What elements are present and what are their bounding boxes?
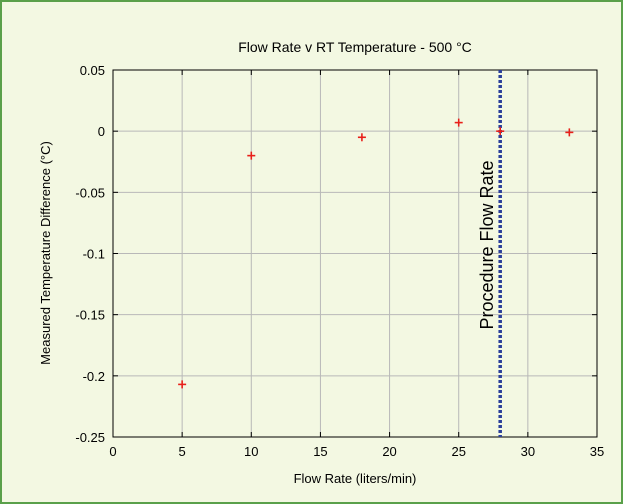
data-point xyxy=(454,118,463,127)
y-tick-label: -0.2 xyxy=(83,369,105,384)
y-tick-label: -0.1 xyxy=(83,247,105,262)
data-points xyxy=(178,118,574,389)
data-point xyxy=(496,127,505,136)
data-point xyxy=(565,128,574,137)
data-point xyxy=(178,380,187,389)
procedure-flow-rate-label: Procedure Flow Rate xyxy=(477,160,497,329)
x-tick-label: 5 xyxy=(179,444,186,459)
x-tick-label: 10 xyxy=(244,444,258,459)
x-tick-label: 25 xyxy=(451,444,465,459)
x-tick-label: 0 xyxy=(109,444,116,459)
annotation-layer: Procedure Flow Rate xyxy=(477,70,502,437)
x-tick-label: 35 xyxy=(590,444,604,459)
chart-title: Flow Rate v RT Temperature - 500 °C xyxy=(238,39,472,55)
y-tick-label: -0.05 xyxy=(75,185,105,200)
y-tick-label: -0.25 xyxy=(75,430,105,445)
y-tick-label: -0.15 xyxy=(75,308,105,323)
x-axis-label: Flow Rate (liters/min) xyxy=(294,471,417,486)
y-axis-label: Measured Temperature Difference (°C) xyxy=(38,141,53,365)
grid xyxy=(113,70,597,437)
axis-ticks: 0 5 10 15 20 25 30 35 0.05 0 -0.05 -0.1 -0.15 -0.2 -0.… xyxy=(75,63,604,459)
y-tick-label: 0.05 xyxy=(80,63,105,78)
y-tick-label: 0 xyxy=(98,124,105,139)
data-point xyxy=(357,133,366,142)
x-tick-label: 30 xyxy=(521,444,535,459)
x-tick-label: 20 xyxy=(382,444,396,459)
x-tick-label: 15 xyxy=(313,444,327,459)
data-point xyxy=(247,151,256,160)
